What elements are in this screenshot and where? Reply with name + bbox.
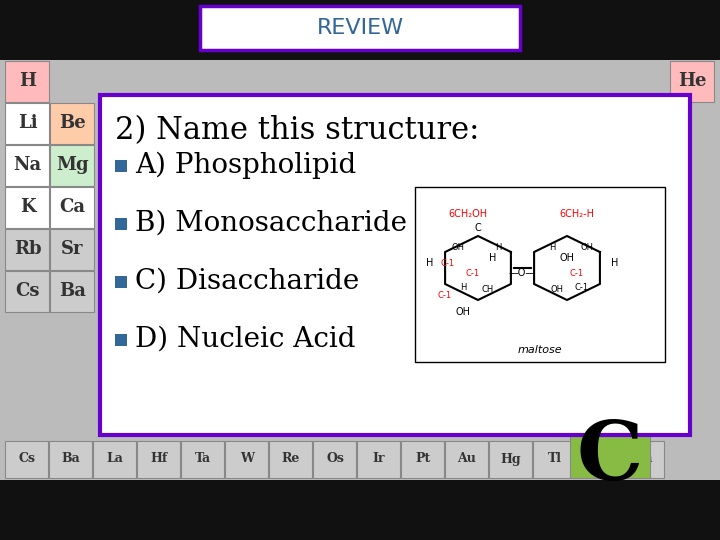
FancyBboxPatch shape xyxy=(357,441,400,478)
Text: Be: Be xyxy=(59,114,86,132)
Text: CH: CH xyxy=(482,286,494,294)
Text: C-1: C-1 xyxy=(575,284,589,293)
Text: Au: Au xyxy=(458,453,477,465)
FancyBboxPatch shape xyxy=(533,441,576,478)
Text: W: W xyxy=(240,453,254,465)
Text: C) Disaccharide: C) Disaccharide xyxy=(135,267,359,294)
Text: C: C xyxy=(577,417,643,497)
Bar xyxy=(115,160,127,172)
FancyBboxPatch shape xyxy=(5,187,49,228)
FancyBboxPatch shape xyxy=(225,441,268,478)
Text: C-1: C-1 xyxy=(466,268,480,278)
Text: Pt: Pt xyxy=(415,453,431,465)
Text: C-1: C-1 xyxy=(570,268,584,278)
FancyBboxPatch shape xyxy=(200,6,520,50)
FancyBboxPatch shape xyxy=(93,441,136,478)
Text: Hg: Hg xyxy=(500,453,521,465)
FancyBboxPatch shape xyxy=(0,480,720,540)
FancyBboxPatch shape xyxy=(0,0,720,60)
Text: REVIEW: REVIEW xyxy=(316,18,404,38)
FancyBboxPatch shape xyxy=(137,441,180,478)
Text: C-1: C-1 xyxy=(441,259,455,267)
Text: Hf: Hf xyxy=(150,453,168,465)
Text: Os: Os xyxy=(326,453,344,465)
Text: La: La xyxy=(107,453,123,465)
Text: H: H xyxy=(495,244,501,253)
FancyBboxPatch shape xyxy=(50,103,94,144)
Text: Sr: Sr xyxy=(61,240,84,258)
FancyBboxPatch shape xyxy=(269,441,312,478)
FancyBboxPatch shape xyxy=(50,271,94,312)
Text: Mg: Mg xyxy=(56,156,89,174)
Text: 2) Name this structure:: 2) Name this structure: xyxy=(115,115,480,146)
FancyBboxPatch shape xyxy=(50,187,94,228)
FancyBboxPatch shape xyxy=(50,145,94,186)
FancyBboxPatch shape xyxy=(401,441,444,478)
Text: C: C xyxy=(474,223,482,233)
Text: K: K xyxy=(19,198,35,216)
FancyBboxPatch shape xyxy=(570,436,650,478)
FancyBboxPatch shape xyxy=(313,441,356,478)
Text: Ta: Ta xyxy=(195,453,211,465)
Text: —O—: —O— xyxy=(509,268,536,278)
Text: H: H xyxy=(19,72,36,90)
Text: H: H xyxy=(460,284,466,293)
Text: Ir: Ir xyxy=(373,453,385,465)
FancyBboxPatch shape xyxy=(445,441,488,478)
Text: 6CH₂OH: 6CH₂OH xyxy=(449,209,487,219)
Text: Na: Na xyxy=(14,156,42,174)
Text: He: He xyxy=(678,72,707,90)
FancyBboxPatch shape xyxy=(489,441,532,478)
Text: OH: OH xyxy=(456,307,470,317)
FancyBboxPatch shape xyxy=(5,103,49,144)
Text: Re: Re xyxy=(282,453,300,465)
Text: Ba: Ba xyxy=(59,282,86,300)
Bar xyxy=(115,334,127,346)
FancyBboxPatch shape xyxy=(181,441,224,478)
Text: H: H xyxy=(549,244,555,253)
Text: H: H xyxy=(426,258,433,268)
Text: Cs: Cs xyxy=(19,453,35,465)
FancyBboxPatch shape xyxy=(50,229,94,270)
FancyBboxPatch shape xyxy=(49,441,92,478)
Text: OH: OH xyxy=(551,286,564,294)
Text: At: At xyxy=(591,453,607,465)
FancyBboxPatch shape xyxy=(5,229,49,270)
FancyBboxPatch shape xyxy=(5,441,48,478)
Bar xyxy=(115,218,127,230)
Text: D) Nucleic Acid: D) Nucleic Acid xyxy=(135,326,356,353)
FancyBboxPatch shape xyxy=(415,187,665,362)
FancyBboxPatch shape xyxy=(670,61,714,102)
Text: Ca: Ca xyxy=(60,198,86,216)
Text: C-1: C-1 xyxy=(438,291,452,300)
Text: 6CH₂-H: 6CH₂-H xyxy=(559,209,595,219)
Text: OH: OH xyxy=(580,244,593,253)
FancyBboxPatch shape xyxy=(621,441,664,478)
Text: H: H xyxy=(490,253,497,263)
Text: B) Monosaccharide: B) Monosaccharide xyxy=(135,210,407,237)
Text: A) Phospholipid: A) Phospholipid xyxy=(135,151,356,179)
Text: OH: OH xyxy=(451,244,464,253)
Text: OH: OH xyxy=(559,253,575,263)
Text: Rn: Rn xyxy=(634,453,653,465)
Text: Tl: Tl xyxy=(548,453,562,465)
FancyBboxPatch shape xyxy=(5,61,49,102)
FancyBboxPatch shape xyxy=(5,271,49,312)
Text: H: H xyxy=(611,258,618,268)
Text: Ba: Ba xyxy=(62,453,81,465)
FancyBboxPatch shape xyxy=(577,441,620,478)
Text: maltose: maltose xyxy=(518,345,562,355)
Text: Rb: Rb xyxy=(14,240,41,258)
Text: Cs: Cs xyxy=(15,282,40,300)
FancyBboxPatch shape xyxy=(5,145,49,186)
FancyBboxPatch shape xyxy=(0,60,720,480)
Bar xyxy=(115,276,127,288)
Text: Li: Li xyxy=(18,114,37,132)
FancyBboxPatch shape xyxy=(100,95,690,435)
